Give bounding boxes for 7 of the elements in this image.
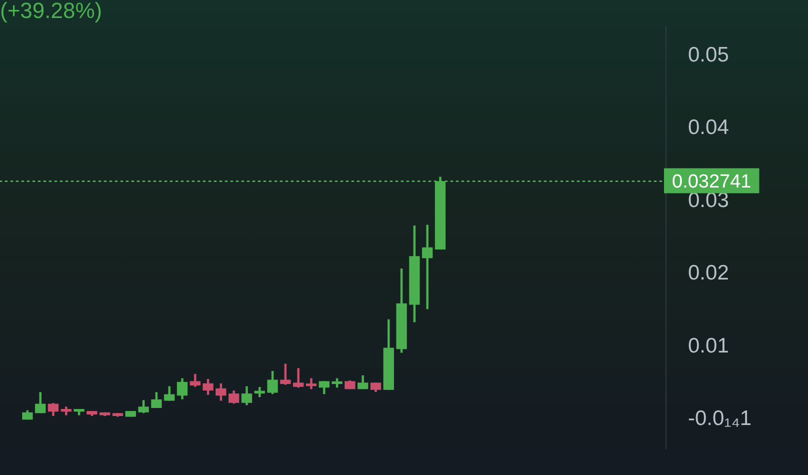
text: (+39.28%) (0, 0, 102, 24)
y-tick-label: 0.01 (688, 334, 729, 358)
y-tick-label: -0.0₁₄1 (688, 407, 752, 430)
y-tick-label: 0.02 (688, 262, 729, 285)
y-tick-label: 0.04 (688, 116, 730, 140)
candlestick (422, 224, 433, 310)
y-tick-label: 0.05 (688, 43, 729, 66)
